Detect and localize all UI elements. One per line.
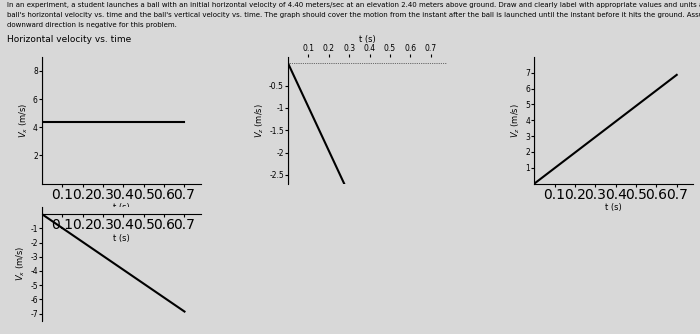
Text: Horizontal velocity vs. time: Horizontal velocity vs. time [7, 35, 132, 44]
Text: downward direction is negative for this problem.: downward direction is negative for this … [7, 22, 177, 28]
Y-axis label: $V_x$ (m/s): $V_x$ (m/s) [15, 246, 27, 282]
Text: ball's horizontal velocity vs. time and the ball's vertical velocity vs. time. T: ball's horizontal velocity vs. time and … [7, 12, 700, 18]
X-axis label: t (s): t (s) [606, 203, 622, 212]
Y-axis label: $V_x$ (m/s): $V_x$ (m/s) [18, 103, 30, 138]
Text: In an experiment, a student launches a ball with an initial horizontal velocity : In an experiment, a student launches a b… [7, 2, 700, 8]
Y-axis label: $V_z$ (m/s): $V_z$ (m/s) [510, 103, 522, 138]
Y-axis label: $V_z$ (m/s): $V_z$ (m/s) [254, 103, 266, 138]
X-axis label: t (s): t (s) [113, 234, 130, 243]
X-axis label: t (s): t (s) [113, 203, 130, 212]
X-axis label: t (s): t (s) [359, 35, 376, 44]
